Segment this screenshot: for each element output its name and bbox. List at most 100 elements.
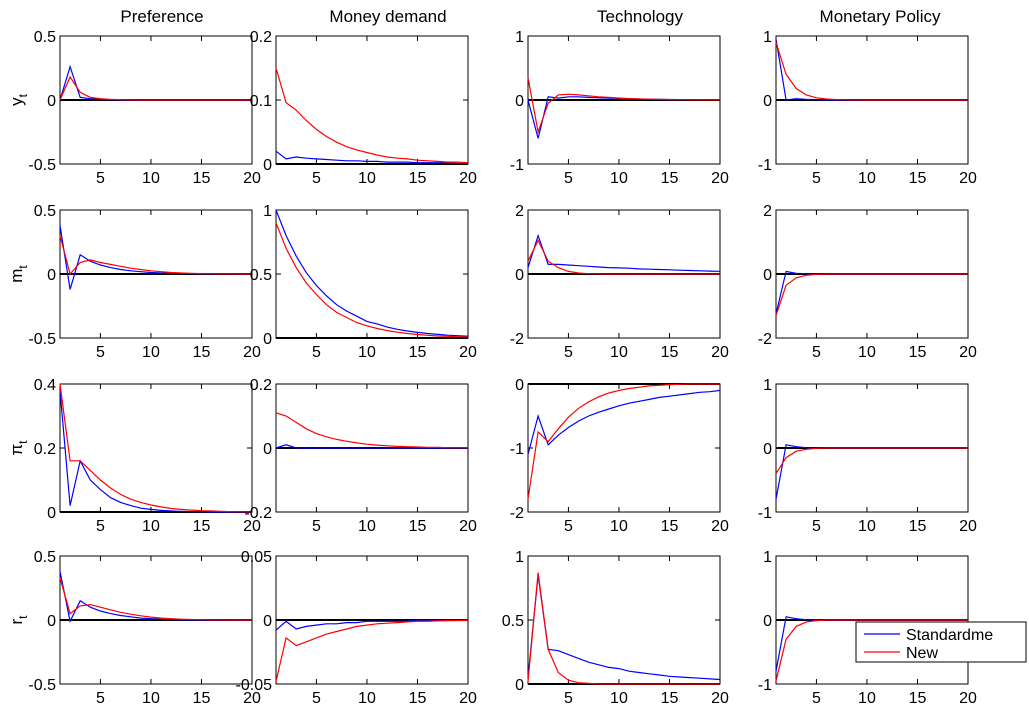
series-line-new (775, 619, 968, 681)
x-tick-label: 15 (661, 344, 679, 361)
y-tick-label: -0.2 (244, 505, 272, 522)
x-tick-label: 15 (909, 518, 927, 535)
x-tick-label: 15 (193, 170, 211, 187)
x-tick-label: 10 (358, 518, 376, 535)
y-tick-label: 0.5 (34, 29, 56, 46)
panel-1-1: 00.515 10 15 20 (250, 203, 477, 361)
y-tick-label: 0 (47, 505, 56, 522)
x-tick-label: 20 (459, 690, 477, 707)
legend-box (855, 621, 1027, 663)
column-title-preference: Preference (120, 7, 203, 26)
x-tick-label: 20 (959, 690, 977, 707)
x-tick-label: 5 (812, 518, 821, 535)
y-tick-label: 0 (47, 93, 56, 110)
y-tick-label: 0.5 (34, 203, 56, 220)
x-tick-label: 15 (409, 344, 427, 361)
y-tick-label: 1 (515, 549, 524, 566)
x-tick-label: 20 (711, 170, 729, 187)
y-tick-label: -1 (510, 157, 524, 174)
y-tick-label: -2 (510, 505, 524, 522)
y-tick-label: 0.1 (250, 93, 272, 110)
x-tick-label: 5 (312, 690, 321, 707)
x-tick-label: 10 (858, 344, 876, 361)
panel-0-0: -0.5 0 0.5 5 10 15 20 (28, 29, 261, 187)
column-titles: Preference Money demand Technology Monet… (120, 7, 941, 26)
x-tick-label: 10 (610, 690, 628, 707)
series-line-standardme (275, 150, 468, 164)
x-tick-label: 15 (193, 690, 211, 707)
x-tick-label: 15 (193, 344, 211, 361)
y-tick-label: -1 (758, 505, 772, 522)
x-tick-label: 10 (142, 344, 160, 361)
x-tick-label: 10 (858, 170, 876, 187)
series-line-standardme (275, 209, 469, 337)
x-tick-label: 15 (409, 518, 427, 535)
x-tick-label: 5 (812, 690, 821, 707)
row-label-3: rt (7, 615, 30, 625)
y-tick-label: 2 (763, 203, 772, 220)
panel-1-3: -2 0 2 5 10 15 20 (758, 203, 977, 361)
y-tick-label: 0 (47, 267, 56, 284)
x-tick-label: 20 (959, 344, 977, 361)
y-tick-label: 0 (763, 267, 772, 284)
x-tick-label: 10 (610, 344, 628, 361)
x-tick-label: 10 (358, 690, 376, 707)
y-tick-label: 0.2 (250, 377, 272, 394)
x-tick-label: 10 (142, 170, 160, 187)
series-line-new (527, 239, 720, 275)
y-tick-label: 0 (515, 93, 524, 110)
x-tick-label: 10 (358, 344, 376, 361)
series-line-standardme (527, 389, 721, 455)
y-tick-label: -0.5 (28, 677, 56, 694)
x-tick-label: 5 (812, 344, 821, 361)
panel-1-2: -2 0 2 5 10 15 20 (510, 203, 729, 361)
y-tick-label: 0.5 (34, 549, 56, 566)
x-tick-label: 5 (564, 170, 573, 187)
x-tick-label: 15 (909, 690, 927, 707)
y-tick-label: -0.5 (28, 331, 56, 348)
x-tick-label: 5 (312, 518, 321, 535)
y-tick-label: 1 (763, 29, 772, 46)
y-tick-label: 0 (515, 677, 524, 694)
x-tick-label: 20 (711, 518, 729, 535)
x-tick-label: 5 (96, 170, 105, 187)
x-tick-label: 15 (409, 690, 427, 707)
y-tick-label: 0 (47, 613, 56, 630)
row-label-2: πt (7, 440, 30, 456)
y-tick-label: -1 (510, 441, 524, 458)
y-tick-label: 2 (515, 203, 524, 220)
y-tick-label: 0 (263, 613, 272, 630)
x-tick-label: 10 (858, 518, 876, 535)
column-title-money-demand: Money demand (329, 7, 446, 26)
x-tick-label: 10 (142, 518, 160, 535)
y-tick-label: 0 (263, 441, 272, 458)
x-tick-label: 5 (564, 518, 573, 535)
x-tick-label: 15 (409, 170, 427, 187)
series-line-new (275, 412, 468, 449)
x-tick-label: 10 (358, 170, 376, 187)
panel-frame (275, 209, 469, 339)
series-line-new (59, 75, 252, 101)
x-tick-label: 5 (312, 344, 321, 361)
x-tick-label: 20 (243, 690, 261, 707)
series-line-new (527, 572, 720, 685)
x-tick-label: 10 (610, 170, 628, 187)
series-line-new (59, 383, 253, 513)
x-tick-label: 5 (564, 344, 573, 361)
y-tick-label: 1 (515, 29, 524, 46)
x-tick-label: 20 (959, 518, 977, 535)
y-tick-label: -0.5 (28, 157, 56, 174)
legend-label-standardme: Standardme (906, 627, 993, 644)
series-line-new (775, 42, 968, 101)
x-tick-label: 15 (909, 344, 927, 361)
x-tick-label: 20 (459, 518, 477, 535)
panel-frame (527, 555, 721, 685)
series-line-new (59, 577, 252, 621)
series-line-new (59, 235, 252, 276)
series-line-new (275, 619, 469, 682)
x-tick-label: 5 (96, 518, 105, 535)
y-tick-label: -2 (758, 331, 772, 348)
